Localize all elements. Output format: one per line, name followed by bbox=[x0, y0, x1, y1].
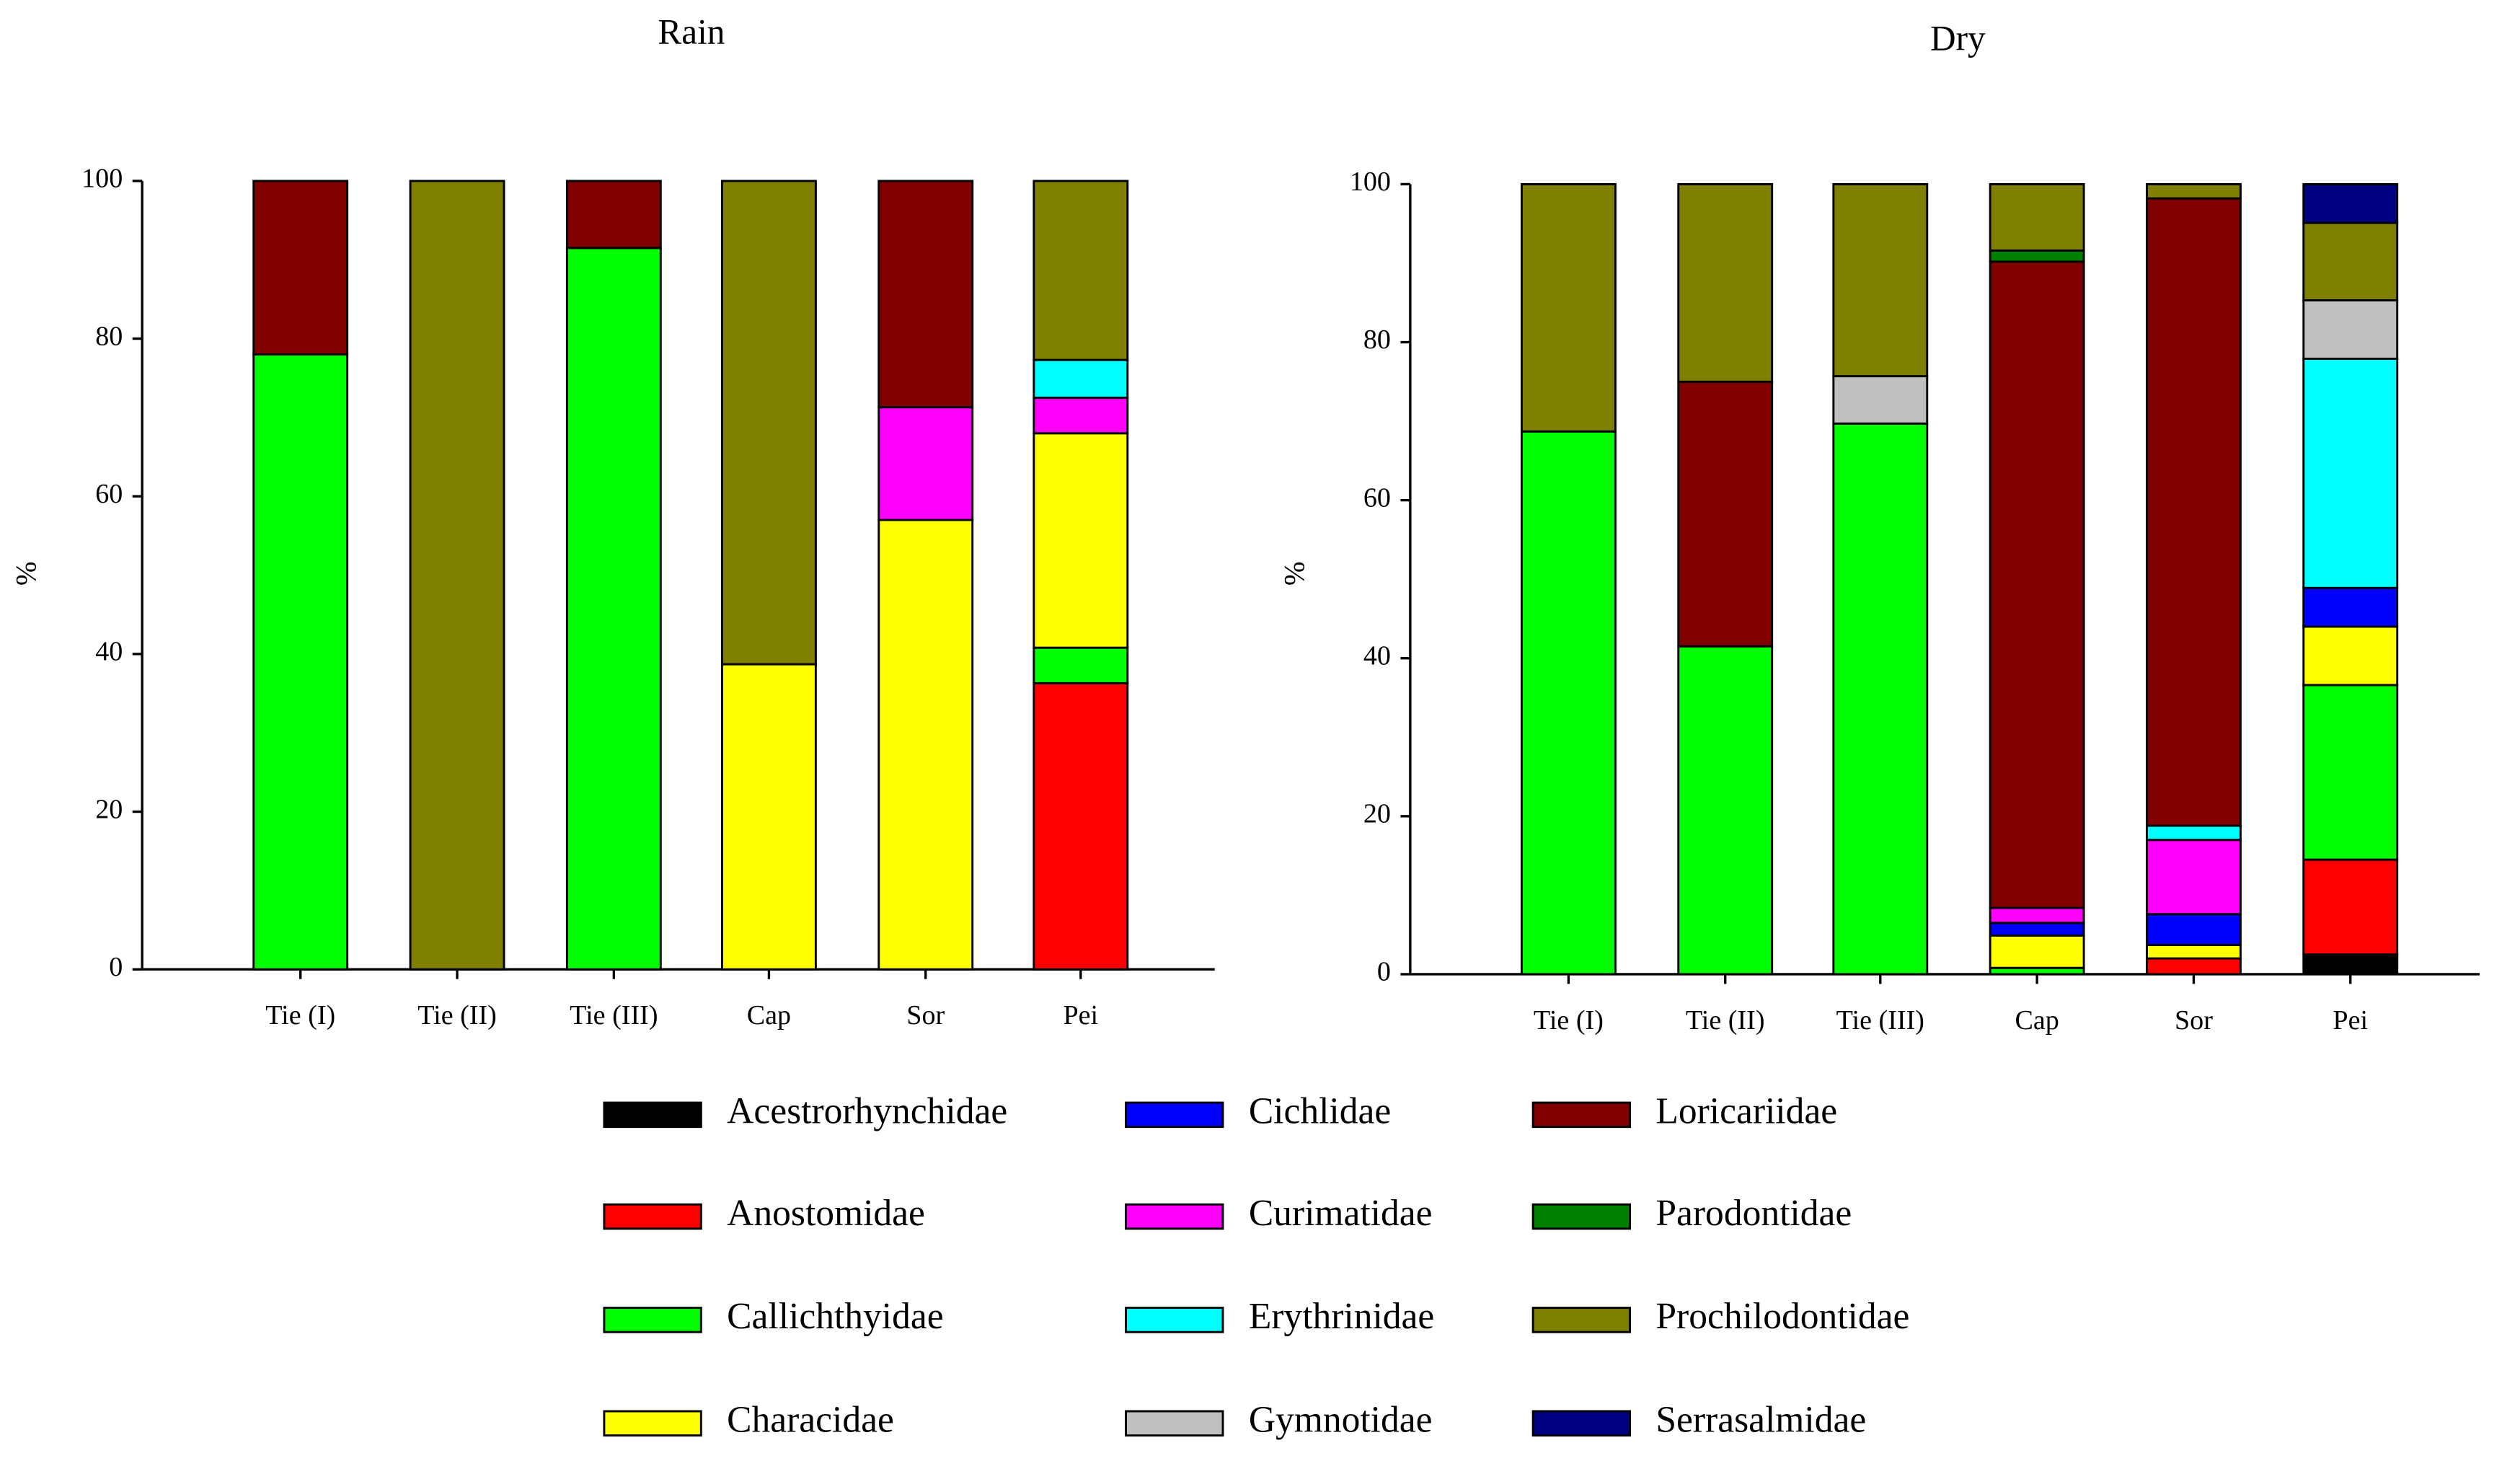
y-tick-label: 0 bbox=[109, 952, 123, 982]
bar-segment bbox=[2146, 839, 2242, 916]
y-tick-label: 80 bbox=[95, 321, 123, 351]
legend-label: Cichlidae bbox=[1249, 1091, 1391, 1132]
legend-label: Curimatidae bbox=[1249, 1193, 1433, 1234]
bar-segment bbox=[2302, 684, 2399, 861]
legend-label: Callichthyidae bbox=[727, 1296, 943, 1337]
bar-segment bbox=[2146, 913, 2242, 946]
legend-swatch bbox=[1531, 1101, 1632, 1129]
y-tick-label: 0 bbox=[1377, 957, 1391, 987]
bar-segment bbox=[720, 180, 817, 666]
legend-label: Characidae bbox=[727, 1400, 894, 1441]
legend-swatch bbox=[1531, 1410, 1632, 1437]
bar-segment bbox=[2146, 943, 2242, 960]
y-tick-label: 60 bbox=[1363, 482, 1391, 513]
x-tick-label: Cap bbox=[747, 1000, 791, 1030]
legend-label: Parodontidae bbox=[1655, 1193, 1852, 1234]
bar-segment bbox=[1832, 375, 1929, 425]
bar-segment bbox=[720, 663, 817, 971]
bar-segment bbox=[1677, 645, 1774, 976]
bar-segment bbox=[1033, 180, 1129, 361]
legend-label: Anostomidae bbox=[727, 1193, 925, 1234]
y-tick-label: 60 bbox=[95, 479, 123, 509]
bar-segment bbox=[252, 353, 349, 971]
legend-swatch bbox=[1125, 1307, 1224, 1333]
y-tick-label: 80 bbox=[1363, 325, 1391, 355]
bar-segment bbox=[2302, 625, 2399, 687]
legend-swatch bbox=[603, 1307, 702, 1333]
x-tick-label: Tie (I) bbox=[1534, 1005, 1604, 1036]
y-tick-label: 20 bbox=[95, 794, 123, 824]
legend-label: Loricariidae bbox=[1655, 1091, 1837, 1132]
legend-label: Gymnotidae bbox=[1249, 1400, 1433, 1441]
bar-segment bbox=[1989, 934, 2085, 969]
bar-segment bbox=[1832, 182, 1929, 378]
y-tick-label: 100 bbox=[1350, 167, 1391, 197]
bar-segment bbox=[1033, 646, 1129, 684]
legend-swatch bbox=[1125, 1101, 1224, 1129]
bar-segment bbox=[877, 518, 974, 971]
legend-swatch bbox=[1125, 1410, 1224, 1437]
legend-label: Acestrorhynchidae bbox=[727, 1091, 1007, 1132]
bar-segment bbox=[2302, 299, 2399, 360]
bar-segment bbox=[2146, 197, 2242, 827]
bar-segment bbox=[1677, 380, 1774, 648]
bar-segment bbox=[252, 180, 349, 356]
bar-segment bbox=[1033, 681, 1129, 971]
x-tick-label: Tie (II) bbox=[1686, 1005, 1765, 1036]
x-tick-label: Tie (III) bbox=[1836, 1005, 1924, 1036]
x-tick-label: Pei bbox=[1063, 1000, 1098, 1030]
chart-title: Dry bbox=[1930, 19, 1986, 58]
x-tick-label: Sor bbox=[2175, 1005, 2213, 1036]
bar-segment bbox=[877, 406, 974, 521]
bar-segment bbox=[565, 247, 662, 971]
x-tick-label: Sor bbox=[906, 1000, 945, 1030]
x-tick-label: Tie (I) bbox=[265, 1000, 335, 1030]
y-tick-label: 100 bbox=[81, 164, 123, 194]
y-tick-label: 20 bbox=[1363, 799, 1391, 829]
bar-segment bbox=[1832, 422, 1929, 976]
legend-label: Prochilodontidae bbox=[1655, 1296, 1909, 1337]
legend-swatch bbox=[603, 1101, 702, 1129]
bar-segment bbox=[2146, 957, 2242, 976]
y-axis-label: % bbox=[1278, 562, 1310, 586]
bar-segment bbox=[2302, 358, 2399, 589]
x-tick-label: Tie (II) bbox=[417, 1000, 497, 1030]
bar-segment bbox=[1033, 358, 1129, 400]
bar-segment bbox=[1520, 430, 1617, 976]
bar-segment bbox=[1989, 906, 2085, 924]
bar-segment bbox=[2302, 586, 2399, 628]
bar-segment bbox=[2302, 182, 2399, 224]
x-tick-label: Pei bbox=[2333, 1005, 2368, 1036]
chart-title: Rain bbox=[658, 12, 725, 52]
x-tick-label: Cap bbox=[2015, 1005, 2059, 1036]
bar-segment bbox=[1520, 182, 1617, 433]
bar-segment bbox=[2302, 221, 2399, 301]
bar-segment bbox=[2146, 824, 2242, 842]
bar-segment bbox=[1033, 397, 1129, 435]
legend-label: Erythrinidae bbox=[1249, 1296, 1434, 1337]
legend-swatch bbox=[1531, 1307, 1632, 1333]
y-tick-label: 40 bbox=[95, 637, 123, 667]
bar-segment bbox=[877, 180, 974, 409]
y-tick-label: 40 bbox=[1363, 640, 1391, 671]
bar-segment bbox=[1989, 249, 2085, 263]
x-tick-label: Tie (III) bbox=[570, 1000, 658, 1030]
bar-segment bbox=[2302, 858, 2399, 956]
legend-swatch bbox=[603, 1203, 702, 1230]
legend-label: Serrasalmidae bbox=[1655, 1400, 1866, 1441]
legend-swatch bbox=[1531, 1203, 1632, 1230]
bar-segment bbox=[2146, 182, 2242, 200]
legend-swatch bbox=[603, 1410, 702, 1437]
legend-swatch bbox=[1125, 1203, 1224, 1230]
bar-segment bbox=[1989, 922, 2085, 937]
bar-segment bbox=[1989, 260, 2085, 909]
bar-segment bbox=[1677, 182, 1774, 383]
bar-segment bbox=[2302, 953, 2399, 976]
bar-segment bbox=[1033, 432, 1129, 649]
bar-segment bbox=[565, 180, 662, 250]
y-axis-label: % bbox=[10, 562, 43, 586]
bar-segment bbox=[1989, 182, 2085, 252]
bar-segment bbox=[409, 180, 505, 971]
